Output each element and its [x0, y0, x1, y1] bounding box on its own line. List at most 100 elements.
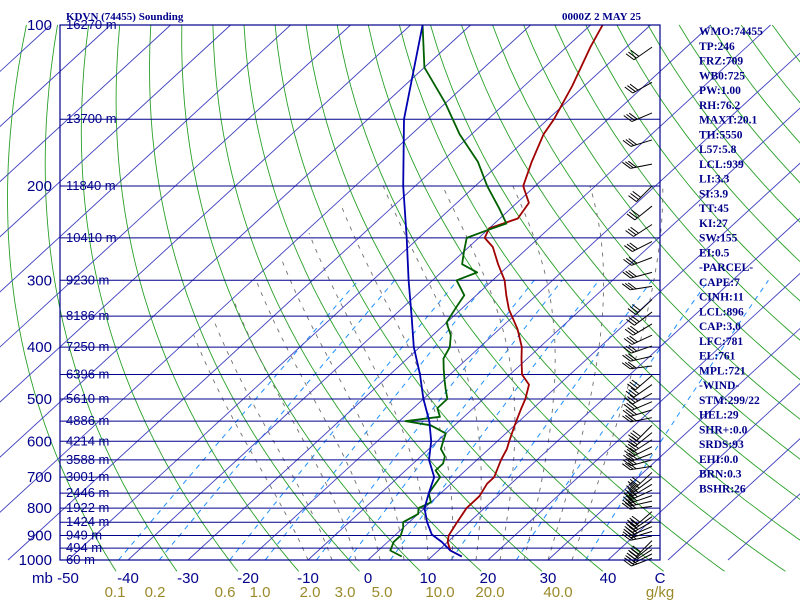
wind-barb: [630, 355, 653, 362]
isotherm-line: [0, 24, 111, 128]
height-label: 8186 m: [66, 308, 109, 323]
index-line: RH:76.2: [699, 100, 740, 112]
wind-barb: [634, 432, 653, 447]
dry-adiabat-line: [523, 24, 800, 381]
moist-adiabat-line: [308, 233, 429, 560]
wind-barb: [630, 535, 653, 541]
temperature-tick-label: 40: [600, 570, 617, 587]
moist-adiabat-line: [232, 298, 357, 561]
wind-barb-flag: [629, 242, 639, 250]
wind-barb-flag: [629, 517, 638, 525]
isotherm-line: [0, 24, 291, 293]
wind-barb: [635, 472, 653, 488]
wind-barb-flag: [628, 529, 637, 537]
wind-barb: [630, 465, 653, 471]
sounding-profiles: [389, 24, 604, 558]
height-label: 494 m: [66, 540, 102, 555]
wind-barb: [631, 112, 653, 122]
wind-barb-flag: [623, 258, 632, 266]
wind-barb-flag: [621, 502, 631, 510]
isotherm-line: [367, 162, 800, 561]
height-label: 5610 m: [66, 391, 109, 406]
wind-barb-flag: [624, 282, 634, 290]
wind-barb-flag: [621, 283, 631, 291]
dry-adiabat-line: [243, 24, 543, 572]
pressure-tick-label: 200: [27, 178, 52, 195]
index-line: EHI:0.0: [699, 454, 739, 466]
index-line: SHR+:0.0: [699, 424, 748, 436]
dry-adiabat-line: [554, 24, 800, 341]
pressure-unit-label: mb: [32, 570, 53, 587]
chart-time: 0000Z 2 MAY 25: [562, 11, 641, 23]
isotherms: [0, 24, 800, 561]
wind-barb-flag: [621, 362, 631, 370]
wind-barb-flag: [631, 515, 641, 523]
dry-adiabat-line: [80, 24, 239, 572]
isotherm-line: [667, 438, 800, 561]
wind-barb-flag: [625, 161, 634, 169]
wind-barb: [633, 384, 653, 398]
wind-barb-flag: [627, 519, 636, 527]
mixing-ratio-tick-label: 0.2: [145, 584, 166, 600]
wind-barb-flag: [621, 463, 631, 471]
height-label: 3001 m: [66, 469, 109, 484]
temperature-profile-line: [446, 24, 604, 558]
wind-barb-flag: [629, 490, 638, 498]
dry-adiabat-line: [616, 24, 800, 263]
wind-barb-flag: [627, 282, 637, 290]
wind-barb-flag: [629, 306, 639, 313]
wind-barb-flag: [628, 401, 638, 409]
dry-adiabat-line: [585, 24, 800, 302]
wind-barb-flag: [622, 161, 631, 169]
isotherm-line: [0, 24, 471, 458]
mixing-ratio-unit-label: g/kg: [646, 584, 674, 600]
index-line: HEL:29: [699, 410, 739, 422]
isotherm-line: [0, 24, 531, 513]
wind-barb-flag: [628, 195, 637, 203]
wind-barb: [636, 424, 653, 442]
index-line: SRDS:93: [699, 439, 744, 451]
wind-barb-flag: [623, 559, 632, 567]
wind-barb-flag: [624, 361, 634, 369]
wind-barb-flag: [627, 383, 636, 391]
wind-barb-flag: [627, 414, 637, 422]
wind-barb-flag: [623, 454, 632, 462]
wind-barb-flag: [628, 270, 637, 277]
dry-adiabat-line: [212, 24, 482, 572]
isotherm-line: [187, 24, 771, 561]
index-line: FRZ:709: [699, 56, 743, 68]
wind-barb: [630, 365, 653, 370]
wind-barb-flag: [630, 481, 640, 489]
wind-barb-flag: [631, 209, 640, 217]
mixing-ratio-line: [118, 279, 359, 561]
wind-barb-flag: [629, 381, 638, 389]
wind-barb-flag: [626, 113, 635, 121]
wind-barb-flag: [632, 545, 641, 553]
temperature-tick-label: -40: [117, 570, 139, 587]
wind-barb-flag: [630, 49, 640, 57]
wind-barb-flag: [626, 440, 636, 447]
wind-barb-flag: [627, 308, 637, 315]
wind-barb: [632, 323, 653, 336]
index-line: TT:45: [699, 203, 729, 215]
isotherm-line: [127, 24, 711, 561]
dry-adiabat-line: [149, 24, 360, 572]
pressure-tick-label: 300: [27, 272, 52, 289]
wind-barb-flag: [628, 408, 637, 415]
index-line: LCL:896: [699, 306, 744, 318]
height-label: 1424 m: [66, 514, 109, 529]
wind-barb-flag: [629, 335, 638, 343]
height-label: 11840 m: [66, 178, 116, 193]
wind-barb-flag: [623, 492, 633, 500]
wind-barb-flag: [624, 462, 634, 470]
wind-barb-flag: [627, 85, 636, 92]
temperature-tick-label: -50: [57, 570, 79, 587]
wind-barb-flag: [627, 327, 637, 335]
index-line: CINH:11: [699, 292, 744, 304]
wind-barb-flag: [626, 485, 635, 493]
dry-adiabat-line: [7, 24, 117, 572]
moist-adiabat-line: [255, 280, 381, 561]
wind-barb-flag: [624, 489, 634, 497]
wind-barb-flag: [632, 430, 641, 437]
